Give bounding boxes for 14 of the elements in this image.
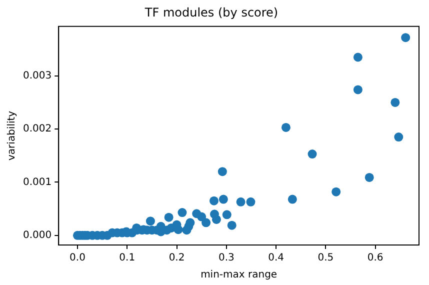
y-tick-label: 0.001 [22,176,52,188]
x-tick-label: 0.0 [70,252,86,264]
x-tick-label: 0.4 [268,252,284,264]
x-axis-title: min-max range [200,270,278,281]
x-tick-label: 0.3 [218,252,234,264]
y-tick-label: 0.002 [22,124,52,135]
y-axis-title: variability [6,110,18,160]
x-tick-label: 0.1 [119,252,136,264]
chart-title: TF modules (by score) [144,5,278,20]
x-tick-label: 0.2 [168,252,185,264]
x-tick-label: 0.5 [318,252,334,264]
x-tick-label: 0.6 [367,252,384,264]
y-tick-label: 0.003 [22,70,52,82]
y-tick-label: 0.000 [22,230,52,242]
